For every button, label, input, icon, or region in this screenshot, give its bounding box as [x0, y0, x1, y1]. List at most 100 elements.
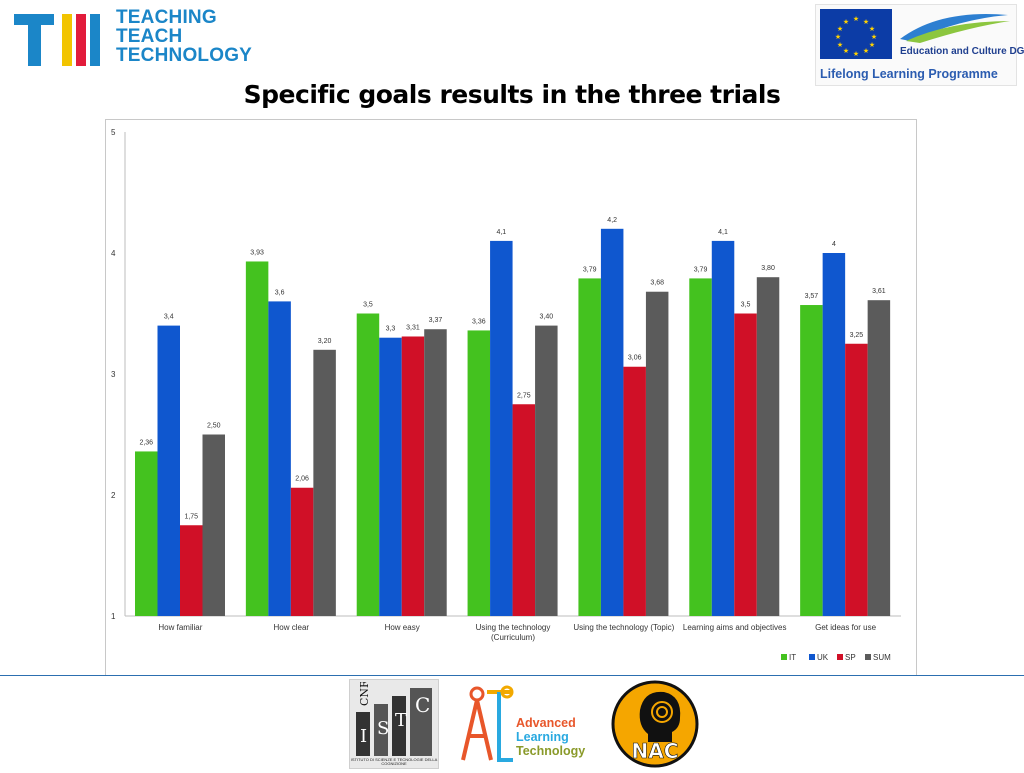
- svg-text:★: ★: [835, 33, 841, 41]
- svg-text:★: ★: [869, 41, 875, 49]
- bar-sum: [535, 325, 558, 616]
- bar-value-label: 1,75: [184, 513, 198, 520]
- x-category-label: Get ideas for use: [815, 623, 876, 632]
- legend-swatch-it: [781, 654, 787, 660]
- bar-value-label: 3,80: [761, 265, 775, 272]
- bar-sp: [512, 404, 536, 616]
- bar-value-label: 3,6: [275, 289, 285, 296]
- svg-text:★: ★: [837, 41, 843, 49]
- svg-text:C: C: [415, 693, 430, 717]
- x-category-label: Using the technology: [476, 623, 551, 632]
- legend-label-sum: SUM: [873, 653, 891, 662]
- bar-value-label: 3,5: [741, 302, 751, 309]
- svg-text:T: T: [395, 710, 407, 731]
- svg-text:★: ★: [853, 15, 859, 23]
- bar-sp: [401, 336, 425, 616]
- bar-it: [356, 313, 380, 616]
- ttt-logo-mark-icon: [14, 14, 100, 66]
- footer-divider: [0, 675, 1024, 676]
- bar-value-label: 4: [832, 241, 836, 248]
- legend-label-sp: SP: [845, 653, 856, 662]
- legend-label-uk: UK: [817, 653, 829, 662]
- bar-it: [467, 330, 491, 616]
- nac-label: NAC: [632, 739, 679, 763]
- bar-value-label: 3,37: [429, 317, 443, 324]
- bar-uk: [822, 253, 846, 616]
- svg-text:★: ★: [869, 25, 875, 33]
- bar-sum: [645, 291, 669, 616]
- eu-swoosh-icon: [900, 14, 1010, 43]
- bar-value-label: 3,4: [164, 314, 174, 321]
- bar-uk: [600, 228, 624, 617]
- bar-sp: [734, 313, 757, 616]
- bar-sum: [756, 277, 780, 616]
- bar-value-label: 4,1: [718, 229, 728, 236]
- ttt-line-3: TECHNOLOGY: [116, 45, 253, 66]
- bar-value-label: 3,31: [406, 324, 420, 331]
- alt-line-2: Learning: [516, 730, 569, 744]
- bar-value-label: 3,68: [650, 280, 664, 287]
- x-category-label: (Curriculum): [491, 633, 535, 642]
- eu-lifelong-learning-logo: ★ ★ ★ ★ ★ ★ ★ ★ ★ ★ ★ ★ Education and Culture DG…: [815, 4, 1024, 86]
- y-tick-label: 5: [111, 128, 116, 137]
- bar-value-label: 3,20: [318, 338, 332, 345]
- svg-text:★: ★: [837, 25, 843, 33]
- bar-uk: [711, 240, 735, 616]
- svg-text:★: ★: [871, 33, 877, 41]
- svg-text:★: ★: [843, 47, 849, 55]
- svg-text:CNR: CNR: [358, 682, 371, 706]
- y-tick-label: 1: [111, 612, 116, 621]
- bar-value-label: 3,25: [850, 332, 864, 339]
- bar-value-label: 3,61: [872, 288, 886, 295]
- svg-text:S: S: [377, 718, 389, 739]
- x-category-label: How easy: [385, 623, 420, 632]
- chart-frame: 1 2 3 4 5 2,36 3,4 1,75 2,50 How familiar 3,93 3,6 2…: [105, 119, 917, 676]
- eu-dg-label: Education and Culture DG: [900, 46, 1024, 57]
- bar-sum: [867, 300, 891, 616]
- bar-value-label: 2,75: [517, 392, 531, 399]
- bar-value-label: 3,57: [805, 293, 819, 300]
- bar-value-label: 3,79: [583, 266, 597, 273]
- bar-it: [245, 261, 269, 616]
- bar-value-label: 3,5: [363, 302, 373, 309]
- bar-uk: [268, 301, 291, 616]
- bar-sp: [180, 525, 203, 616]
- svg-text:★: ★: [843, 18, 849, 26]
- page-title: Specific goals results in the three tria…: [243, 80, 781, 109]
- alt-logo-mark-icon: [461, 685, 514, 762]
- legend-swatch-sp: [837, 654, 843, 660]
- alt-line-3: Technology: [516, 744, 586, 758]
- bar-value-label: 2,06: [295, 476, 309, 483]
- ttt-logo: TEACHING TEACH TECHNOLOGY: [14, 8, 254, 70]
- y-tick-label: 3: [111, 370, 116, 379]
- bar-uk: [490, 240, 513, 616]
- bar-value-label: 2,50: [207, 423, 221, 430]
- legend-label-it: IT: [789, 653, 796, 662]
- eu-flag-icon: ★ ★ ★ ★ ★ ★ ★ ★ ★ ★ ★ ★: [820, 9, 892, 59]
- bar-chart: 1 2 3 4 5 2,36 3,4 1,75 2,50 How familiar 3,93 3,6 2…: [111, 128, 901, 662]
- x-category-label: Using the technology (Topic): [573, 623, 674, 632]
- y-tick-label: 4: [111, 249, 116, 258]
- bar-sum: [313, 349, 336, 616]
- cnr-caption: ISTITUTO DI SCIENZE E TECNOLOGIE DELLA C…: [350, 757, 438, 766]
- ttt-line-2: TEACH: [116, 26, 183, 47]
- bar-uk: [379, 337, 402, 616]
- bar-it: [800, 305, 823, 616]
- bar-value-label: 3,93: [250, 249, 264, 256]
- svg-text:I: I: [360, 726, 367, 747]
- bar-uk: [157, 325, 180, 616]
- bar-sp: [290, 487, 314, 616]
- bar-sp: [623, 366, 646, 616]
- ttt-line-1: TEACHING: [116, 7, 217, 28]
- bar-it: [689, 278, 712, 616]
- bar-value-label: 4,2: [607, 217, 617, 224]
- bar-sp: [845, 343, 868, 616]
- alt-line-1: Advanced: [516, 716, 576, 730]
- x-category-label: How familiar: [158, 623, 202, 632]
- legend-swatch-sum: [865, 654, 871, 660]
- bar-value-label: 4,1: [496, 229, 506, 236]
- svg-text:★: ★: [853, 50, 859, 58]
- svg-text:★: ★: [863, 18, 869, 26]
- bar-sum: [424, 329, 447, 616]
- y-tick-label: 2: [111, 491, 116, 500]
